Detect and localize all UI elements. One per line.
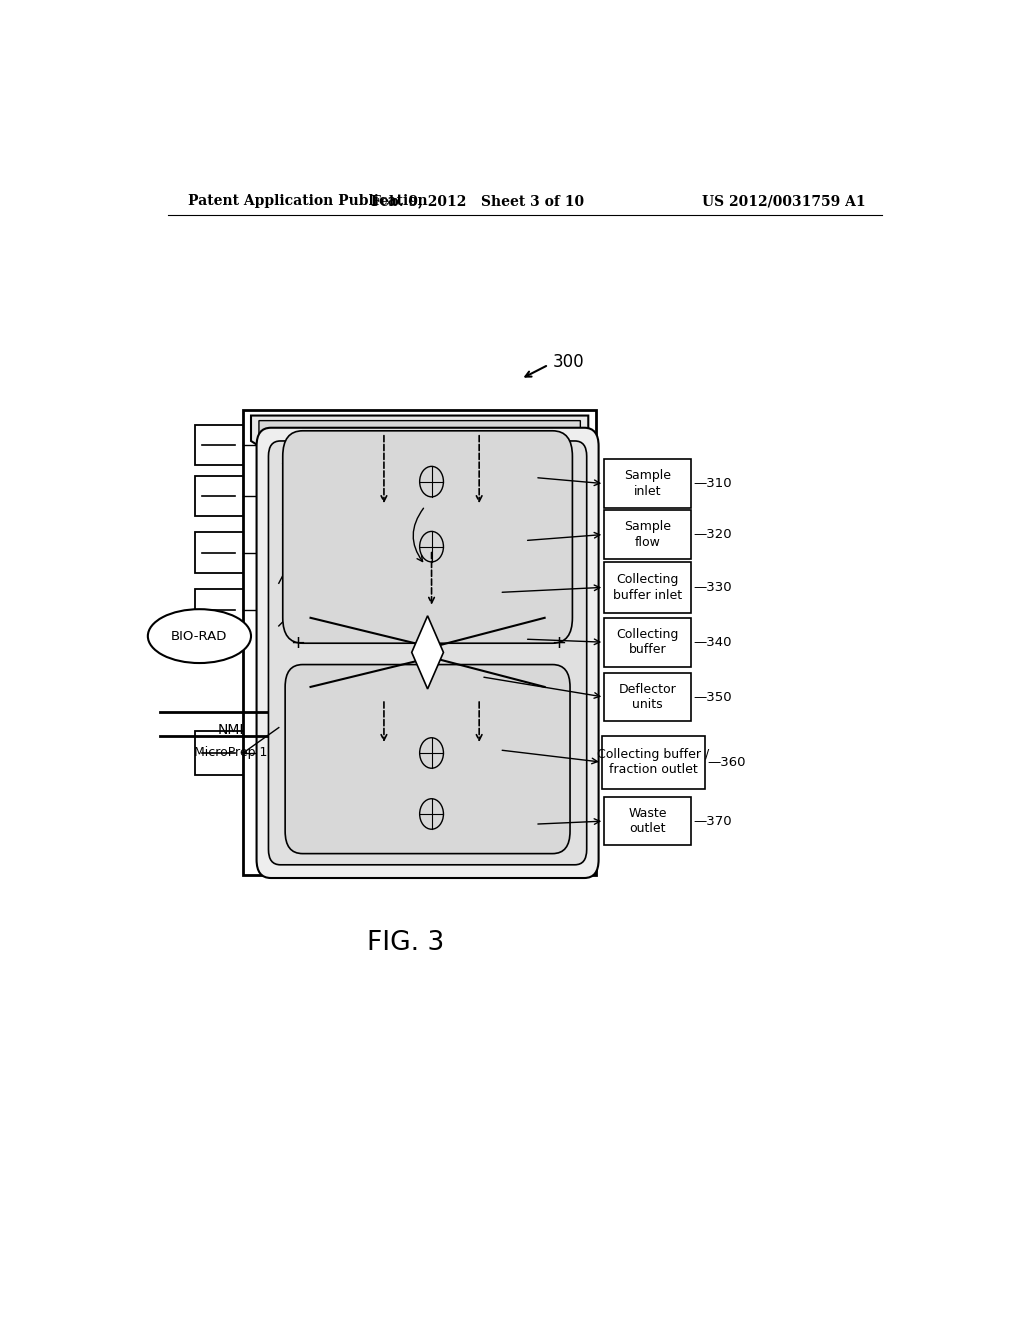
Bar xyxy=(604,562,691,612)
Text: NMI: NMI xyxy=(218,722,245,737)
Bar xyxy=(604,510,691,558)
Bar xyxy=(604,459,691,508)
Bar xyxy=(196,425,243,466)
Bar xyxy=(604,673,691,722)
Text: Collecting
buffer inlet: Collecting buffer inlet xyxy=(613,573,682,602)
Bar xyxy=(604,618,691,667)
Text: —350: —350 xyxy=(694,690,732,704)
Text: US 2012/0031759 A1: US 2012/0031759 A1 xyxy=(702,194,866,209)
FancyBboxPatch shape xyxy=(285,664,570,854)
Text: —310: —310 xyxy=(694,477,732,490)
FancyBboxPatch shape xyxy=(268,441,587,865)
Text: BIO-RAD: BIO-RAD xyxy=(171,630,227,643)
Text: —330: —330 xyxy=(694,581,732,594)
Bar xyxy=(243,411,596,875)
FancyBboxPatch shape xyxy=(257,428,599,878)
Bar xyxy=(196,475,243,516)
Text: —340: —340 xyxy=(694,636,732,648)
Polygon shape xyxy=(251,416,588,451)
Text: Waste
outlet: Waste outlet xyxy=(629,807,667,836)
Text: Patent Application Publication: Patent Application Publication xyxy=(187,194,427,209)
FancyBboxPatch shape xyxy=(283,430,572,643)
Bar xyxy=(196,731,243,775)
Text: Deflector
units: Deflector units xyxy=(618,682,677,711)
Text: MicroPrep 1: MicroPrep 1 xyxy=(195,746,268,759)
Text: Feb. 9, 2012   Sheet 3 of 10: Feb. 9, 2012 Sheet 3 of 10 xyxy=(371,194,584,209)
Bar xyxy=(602,735,705,788)
Text: Sample
flow: Sample flow xyxy=(625,520,672,549)
Text: +: + xyxy=(291,634,305,652)
Text: FIG. 3: FIG. 3 xyxy=(368,931,444,956)
Text: +: + xyxy=(552,634,566,652)
Text: —320: —320 xyxy=(694,528,732,541)
Text: —360: —360 xyxy=(708,755,745,768)
Polygon shape xyxy=(412,615,443,689)
Bar xyxy=(196,589,243,630)
Bar xyxy=(196,532,243,573)
Bar xyxy=(604,797,691,846)
Ellipse shape xyxy=(147,609,251,663)
Text: —370: —370 xyxy=(694,814,732,828)
Text: Collecting
buffer: Collecting buffer xyxy=(616,628,679,656)
Text: Sample
inlet: Sample inlet xyxy=(625,470,672,498)
Text: Collecting buffer /
fraction outlet: Collecting buffer / fraction outlet xyxy=(597,748,710,776)
Polygon shape xyxy=(259,421,581,449)
Text: 300: 300 xyxy=(553,352,585,371)
